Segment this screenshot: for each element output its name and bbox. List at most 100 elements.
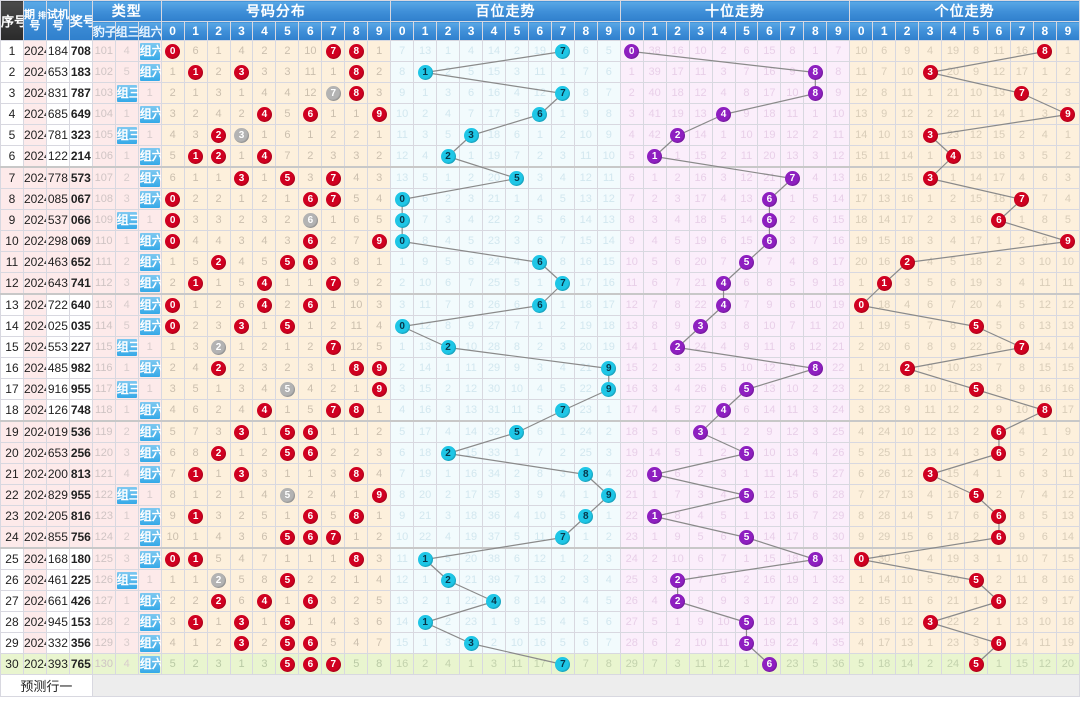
dist-cell-6: 2 <box>298 336 323 358</box>
dist-cell-7: 2 <box>321 230 346 252</box>
row-type-baozi: 117 <box>91 378 116 400</box>
u-trend-cell-0: 3 <box>849 399 874 422</box>
t-trend-cell-7: 23 <box>780 653 805 675</box>
subheader-t-digit-2: 2 <box>665 21 690 41</box>
table-row[interactable]: 222024143829955122组三18121452419820217353… <box>0 484 1080 506</box>
table-row[interactable]: 1920241400195361192组六5733156112517414325… <box>0 420 1080 443</box>
table-row[interactable]: 32024124831787103组三121314412783913616412… <box>0 82 1080 104</box>
row-type-baozi: 101 <box>91 40 116 62</box>
table-row[interactable]: 1420241350250351145组六0233151211401289277… <box>0 315 1080 337</box>
t-trend-cell-4: 4 <box>711 484 736 506</box>
u-trend-cell-4: 4 <box>941 145 966 168</box>
h-trend-cell-8: 10 <box>573 124 598 146</box>
type-tag-zu3: 组三 <box>116 126 137 144</box>
table-row[interactable]: 2420241458557561242组六1014365671210224193… <box>0 526 1080 549</box>
table-row[interactable]: 2820241499451531282组六3113151436141223191… <box>0 611 1080 633</box>
h-trend-cell-2: 2 <box>436 145 461 168</box>
table-header: 序号 期 排序 ▲▼ 号 试机 号 奖号 类型 <box>0 0 1080 41</box>
subheader-t-digit-8: 8 <box>803 21 828 41</box>
h-trend-cell-5: 5 <box>504 420 529 443</box>
u-trend-cell-1: 14 <box>872 569 897 591</box>
table-row[interactable]: 92024130537066109组三103323261650734222561… <box>0 209 1080 231</box>
row-period: 2024148 <box>22 590 47 612</box>
row-period: 2024131 <box>22 230 47 252</box>
u-trend-cell-9: 16 <box>1055 569 1080 591</box>
dist-cell-1: 4 <box>183 230 208 252</box>
u-trend-cell-3: 2 <box>918 209 943 231</box>
table-row[interactable]: 2520241461681801253组六0154711183111520386… <box>0 547 1080 570</box>
t-trend-cell-6: 8 <box>757 272 782 295</box>
h-trend-cell-3: 6 <box>459 251 484 273</box>
table-row[interactable]: 1020241312980691101组六0443436279084523367… <box>0 230 1080 252</box>
dist-cell-9: 6 <box>367 611 392 633</box>
type-tag-zu3: 组三 <box>116 486 137 504</box>
table-row[interactable]: 120241221847081014组六06142210781713141421… <box>0 40 1080 62</box>
row-award-number: 035 <box>68 315 93 337</box>
table-row[interactable]: 52024126781323105组三143231612211135318612… <box>0 124 1080 146</box>
table-row[interactable]: 220241236531831025组六11233311182812515311… <box>0 61 1080 83</box>
t-trend-cell-1: 5 <box>642 251 667 273</box>
header-group-units: 个位走势 <box>849 0 1080 22</box>
dist-cell-6: 6 <box>298 653 323 675</box>
u-trend-cell-2: 13 <box>895 632 920 654</box>
table-row[interactable]: 1120241324636521112组六1524556381195624468… <box>0 251 1080 273</box>
h-trend-cell-5: 7 <box>504 569 529 591</box>
dist-cell-7: 1 <box>321 420 346 443</box>
table-row[interactable]: 620241271222141061组六51214723321242119723… <box>0 145 1080 168</box>
dist-cell-3: 4 <box>229 399 254 422</box>
dist-cell-3: 1 <box>229 653 254 675</box>
table-row[interactable]: 820241290850671083组六02212167540623211451… <box>0 188 1080 210</box>
subheader-t-digit-7: 7 <box>780 21 805 41</box>
table-row[interactable]: 3020241513937651304组六5231356758162413111… <box>0 653 1080 675</box>
t-trend-cell-3: 7 <box>688 569 713 591</box>
u-trend-cell-6: 6 <box>986 632 1011 654</box>
u-trend-cell-8: 1 <box>1032 420 1057 443</box>
sort-icon[interactable]: 排序 ▲▼ <box>38 11 45 20</box>
table-row[interactable]: 1320241347226401134组六0126426110331178266… <box>0 293 1080 316</box>
dist-cell-0: 2 <box>160 590 185 612</box>
h-trend-cell-8: 17 <box>573 272 598 295</box>
dist-cell-5: 5 <box>275 166 300 189</box>
table-row[interactable]: 172024138916955117组三13513454219315212301… <box>0 378 1080 400</box>
h-trend-cell-5: 8 <box>504 590 529 612</box>
t-trend-cell-9: 19 <box>826 293 851 316</box>
h-trend-cell-6: 7 <box>527 442 552 464</box>
dist-ball-3: 3 <box>234 319 249 334</box>
table-row[interactable]: 1820241391267481181组六4624415781416313311… <box>0 399 1080 422</box>
h-trend-cell-3: 1 <box>459 653 484 675</box>
subheader-h-digit-9: 9 <box>596 21 621 41</box>
h-trend-cell-5: 8 <box>504 336 529 358</box>
h-trend-ball-0: 0 <box>394 319 410 334</box>
table-row[interactable]: 2920241503323561293组六4123256547151332101… <box>0 632 1080 654</box>
t-trend-cell-4: 6 <box>711 378 736 400</box>
t-trend-cell-4: 5 <box>711 209 736 231</box>
h-trend-ball-5: 5 <box>509 425 525 440</box>
dist-cell-9: 2 <box>367 145 392 168</box>
h-trend-cell-6: 10 <box>527 505 552 527</box>
table-row[interactable]: 420241256856491041组六32424561191024717561… <box>0 103 1080 125</box>
table-row[interactable]: 1220241336437411123组六2115411792210672551… <box>0 272 1080 295</box>
row-type-baozi: 109 <box>91 209 116 231</box>
table-row[interactable]: 262024147461225126组三11125852214121221397… <box>0 569 1080 591</box>
dist-cell-8: 4 <box>344 166 369 189</box>
dist-cell-8: 12 <box>344 336 369 358</box>
table-row[interactable]: 720241287785731072组六61131537431351220534… <box>0 166 1080 189</box>
row-trial-number: 461 <box>45 569 70 591</box>
u-trend-cell-1: 12 <box>872 166 897 189</box>
dist-cell-1: 5 <box>183 251 208 273</box>
t-trend-cell-0: 24 <box>619 547 644 570</box>
dist-cell-0: 1 <box>160 569 185 591</box>
h-trend-cell-5: 5 <box>504 272 529 295</box>
t-trend-cell-6: 10 <box>757 315 782 337</box>
table-row[interactable]: 2720241486614261271组六2226416325132122481… <box>0 590 1080 612</box>
u-trend-cell-1: 14 <box>872 209 897 231</box>
table-row[interactable]: 2320241442058161231组六9132516581921318364… <box>0 505 1080 527</box>
h-trend-cell-4: 25 <box>482 272 506 295</box>
table-row[interactable]: 1620241374859821161组六2422323189214111299… <box>0 357 1080 379</box>
table-row[interactable]: 2120241422008131214组六7113311384719116342… <box>0 463 1080 485</box>
t-trend-cell-0: 6 <box>619 166 644 189</box>
subheader-h-digit-2: 2 <box>436 21 461 41</box>
table-row[interactable]: 2020241416532561203组六6821256223618215331… <box>0 442 1080 464</box>
u-trend-cell-5: 2 <box>964 526 988 549</box>
table-row[interactable]: 152024136553227115组三11321212712511321028… <box>0 336 1080 358</box>
